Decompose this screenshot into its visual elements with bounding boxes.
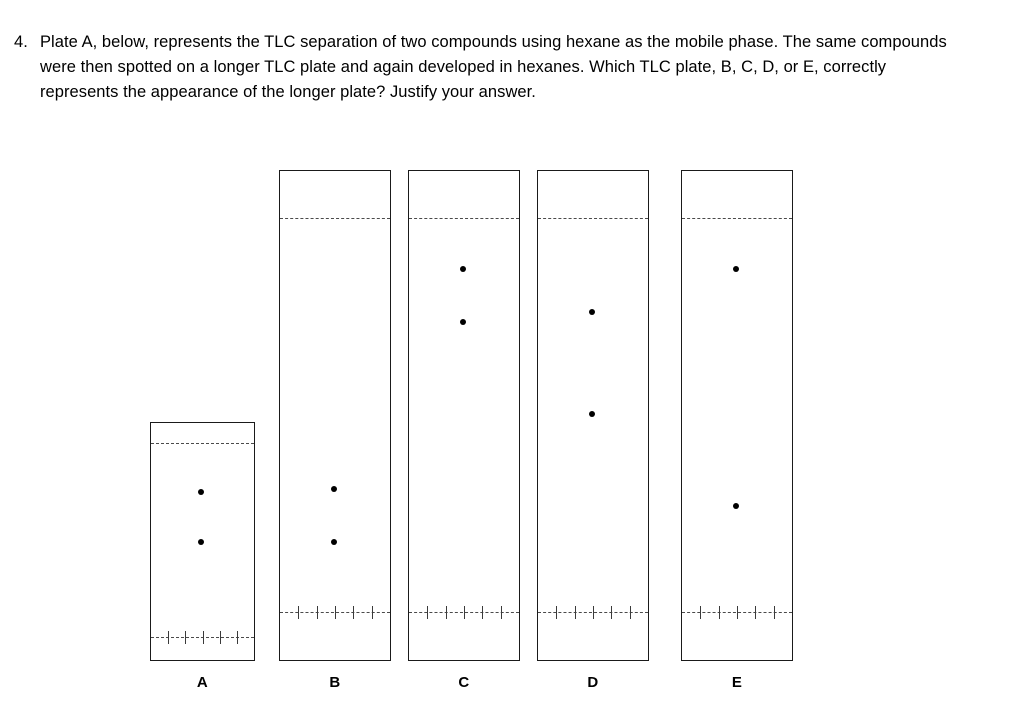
baseline-c xyxy=(409,606,519,619)
question-block: 4. Plate A, below, represents the TLC se… xyxy=(14,30,984,105)
compound-spot-e-upper-spot xyxy=(732,266,739,272)
compound-spot-d-lower-spot xyxy=(588,411,595,417)
baseline-tick xyxy=(630,606,631,619)
compound-spot-d-upper-spot xyxy=(588,309,595,315)
baseline-dashed-line xyxy=(280,612,390,613)
plate-label-c: C xyxy=(458,674,470,691)
tlc-plate-a xyxy=(150,422,255,661)
baseline-tick xyxy=(220,631,221,644)
baseline-tick xyxy=(353,606,354,619)
baseline-d xyxy=(538,606,648,619)
baseline-tick xyxy=(372,606,373,619)
baseline-tick xyxy=(556,606,557,619)
solvent-front-line-d xyxy=(538,218,648,219)
baseline-a xyxy=(151,631,254,644)
baseline-tick xyxy=(317,606,318,619)
baseline-tick xyxy=(593,606,594,619)
baseline-dashed-line xyxy=(151,637,254,638)
compound-spot-b-upper-spot xyxy=(330,486,337,492)
baseline-tick xyxy=(482,606,483,619)
baseline-tick xyxy=(737,606,738,619)
baseline-tick xyxy=(427,606,428,619)
solvent-front-line-b xyxy=(280,218,390,219)
baseline-tick xyxy=(719,606,720,619)
baseline-tick xyxy=(298,606,299,619)
baseline-tick xyxy=(464,606,465,619)
baseline-dashed-line xyxy=(682,612,792,613)
solvent-front-line-c xyxy=(409,218,519,219)
compound-spot-e-lower-spot xyxy=(732,503,739,509)
baseline-tick xyxy=(700,606,701,619)
compound-spot-b-lower-spot xyxy=(330,539,337,545)
compound-spot-a-upper-spot xyxy=(198,489,205,495)
plate-outline-e xyxy=(681,170,793,661)
baseline-tick xyxy=(335,606,336,619)
tlc-plate-e xyxy=(681,170,793,661)
tlc-plate-c xyxy=(408,170,520,661)
baseline-tick xyxy=(168,631,169,644)
baseline-e xyxy=(682,606,792,619)
plate-label-b: B xyxy=(329,674,341,691)
plate-label-d: D xyxy=(587,674,599,691)
question-text: Plate A, below, represents the TLC separ… xyxy=(40,33,947,101)
tlc-plate-d xyxy=(537,170,649,661)
baseline-tick xyxy=(774,606,775,619)
baseline-tick xyxy=(237,631,238,644)
baseline-tick xyxy=(755,606,756,619)
plate-outline-a xyxy=(150,422,255,661)
baseline-tick xyxy=(575,606,576,619)
question-number: 4. xyxy=(14,33,28,51)
baseline-dashed-line xyxy=(538,612,648,613)
plate-label-a: A xyxy=(196,674,209,691)
plate-outline-d xyxy=(537,170,649,661)
plate-outline-c xyxy=(408,170,520,661)
tlc-plate-b xyxy=(279,170,391,661)
baseline-dashed-line xyxy=(409,612,519,613)
baseline-b xyxy=(280,606,390,619)
baseline-tick xyxy=(203,631,204,644)
solvent-front-line-a xyxy=(151,443,254,444)
compound-spot-a-lower-spot xyxy=(198,539,205,545)
baseline-tick xyxy=(185,631,186,644)
solvent-front-line-e xyxy=(682,218,792,219)
baseline-tick xyxy=(611,606,612,619)
baseline-tick xyxy=(501,606,502,619)
baseline-tick xyxy=(446,606,447,619)
compound-spot-c-upper-spot xyxy=(459,266,466,272)
plate-outline-b xyxy=(279,170,391,661)
plate-label-e: E xyxy=(731,674,743,691)
compound-spot-c-lower-spot xyxy=(459,319,466,325)
